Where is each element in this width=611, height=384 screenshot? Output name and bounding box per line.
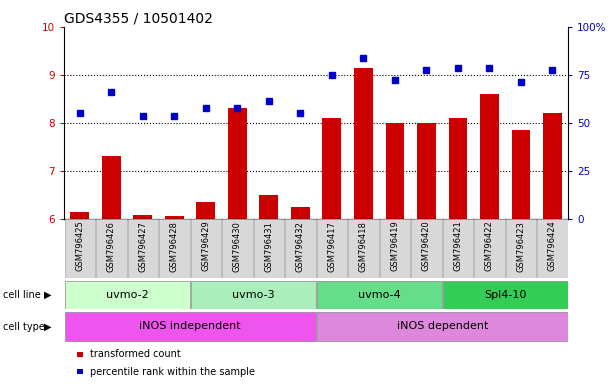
Text: GSM796428: GSM796428 bbox=[170, 221, 179, 271]
Bar bbox=[443, 219, 473, 278]
Text: Spl4-10: Spl4-10 bbox=[484, 290, 527, 300]
Bar bbox=[511, 130, 530, 219]
Bar bbox=[317, 281, 442, 309]
Bar bbox=[348, 219, 379, 278]
Bar bbox=[228, 108, 247, 219]
Bar bbox=[380, 219, 410, 278]
Bar bbox=[291, 207, 310, 219]
Text: GSM796426: GSM796426 bbox=[107, 221, 116, 271]
Text: cell type: cell type bbox=[3, 322, 45, 332]
Text: GSM796419: GSM796419 bbox=[390, 221, 400, 271]
Bar bbox=[197, 202, 216, 219]
Text: iNOS independent: iNOS independent bbox=[139, 321, 241, 331]
Bar bbox=[285, 219, 315, 278]
Bar bbox=[254, 219, 284, 278]
Bar bbox=[77, 369, 83, 374]
Text: GSM796429: GSM796429 bbox=[202, 221, 210, 271]
Text: GSM796417: GSM796417 bbox=[327, 221, 337, 271]
Bar bbox=[417, 123, 436, 219]
Bar bbox=[77, 352, 83, 357]
Text: GSM796420: GSM796420 bbox=[422, 221, 431, 271]
Bar bbox=[102, 157, 121, 219]
Text: GSM796425: GSM796425 bbox=[75, 221, 84, 271]
Bar bbox=[480, 94, 499, 219]
Text: ▶: ▶ bbox=[44, 322, 51, 332]
Bar bbox=[411, 219, 442, 278]
Text: percentile rank within the sample: percentile rank within the sample bbox=[90, 367, 255, 377]
Bar bbox=[133, 215, 152, 219]
Bar bbox=[97, 219, 126, 278]
Bar bbox=[70, 212, 89, 219]
Text: uvmo-3: uvmo-3 bbox=[232, 290, 274, 300]
Text: GSM796427: GSM796427 bbox=[139, 221, 147, 271]
Text: GSM796432: GSM796432 bbox=[296, 221, 305, 271]
Bar bbox=[128, 219, 158, 278]
Text: GSM796421: GSM796421 bbox=[453, 221, 463, 271]
Bar bbox=[159, 219, 189, 278]
Bar bbox=[165, 217, 184, 219]
Text: GSM796418: GSM796418 bbox=[359, 221, 368, 271]
Bar bbox=[317, 312, 568, 341]
Bar bbox=[543, 113, 562, 219]
Text: GSM796430: GSM796430 bbox=[233, 221, 242, 271]
Bar bbox=[537, 219, 568, 278]
Text: GSM796424: GSM796424 bbox=[548, 221, 557, 271]
Text: transformed count: transformed count bbox=[90, 349, 181, 359]
Bar bbox=[65, 219, 95, 278]
Text: GSM796431: GSM796431 bbox=[265, 221, 274, 271]
Bar bbox=[323, 118, 342, 219]
Bar bbox=[191, 281, 315, 309]
Text: uvmo-2: uvmo-2 bbox=[106, 290, 148, 300]
Bar bbox=[65, 281, 189, 309]
Bar bbox=[354, 68, 373, 219]
Bar bbox=[386, 123, 404, 219]
Bar bbox=[506, 219, 536, 278]
Text: GSM796422: GSM796422 bbox=[485, 221, 494, 271]
Bar bbox=[222, 219, 252, 278]
Bar bbox=[448, 118, 467, 219]
Bar bbox=[65, 312, 315, 341]
Text: GDS4355 / 10501402: GDS4355 / 10501402 bbox=[64, 12, 213, 26]
Bar bbox=[260, 195, 279, 219]
Text: GSM796423: GSM796423 bbox=[516, 221, 525, 271]
Bar bbox=[317, 219, 347, 278]
Text: uvmo-4: uvmo-4 bbox=[358, 290, 401, 300]
Bar bbox=[474, 219, 505, 278]
Bar bbox=[443, 281, 568, 309]
Text: cell line: cell line bbox=[3, 290, 41, 300]
Bar bbox=[191, 219, 221, 278]
Text: iNOS dependent: iNOS dependent bbox=[397, 321, 488, 331]
Text: ▶: ▶ bbox=[44, 290, 51, 300]
